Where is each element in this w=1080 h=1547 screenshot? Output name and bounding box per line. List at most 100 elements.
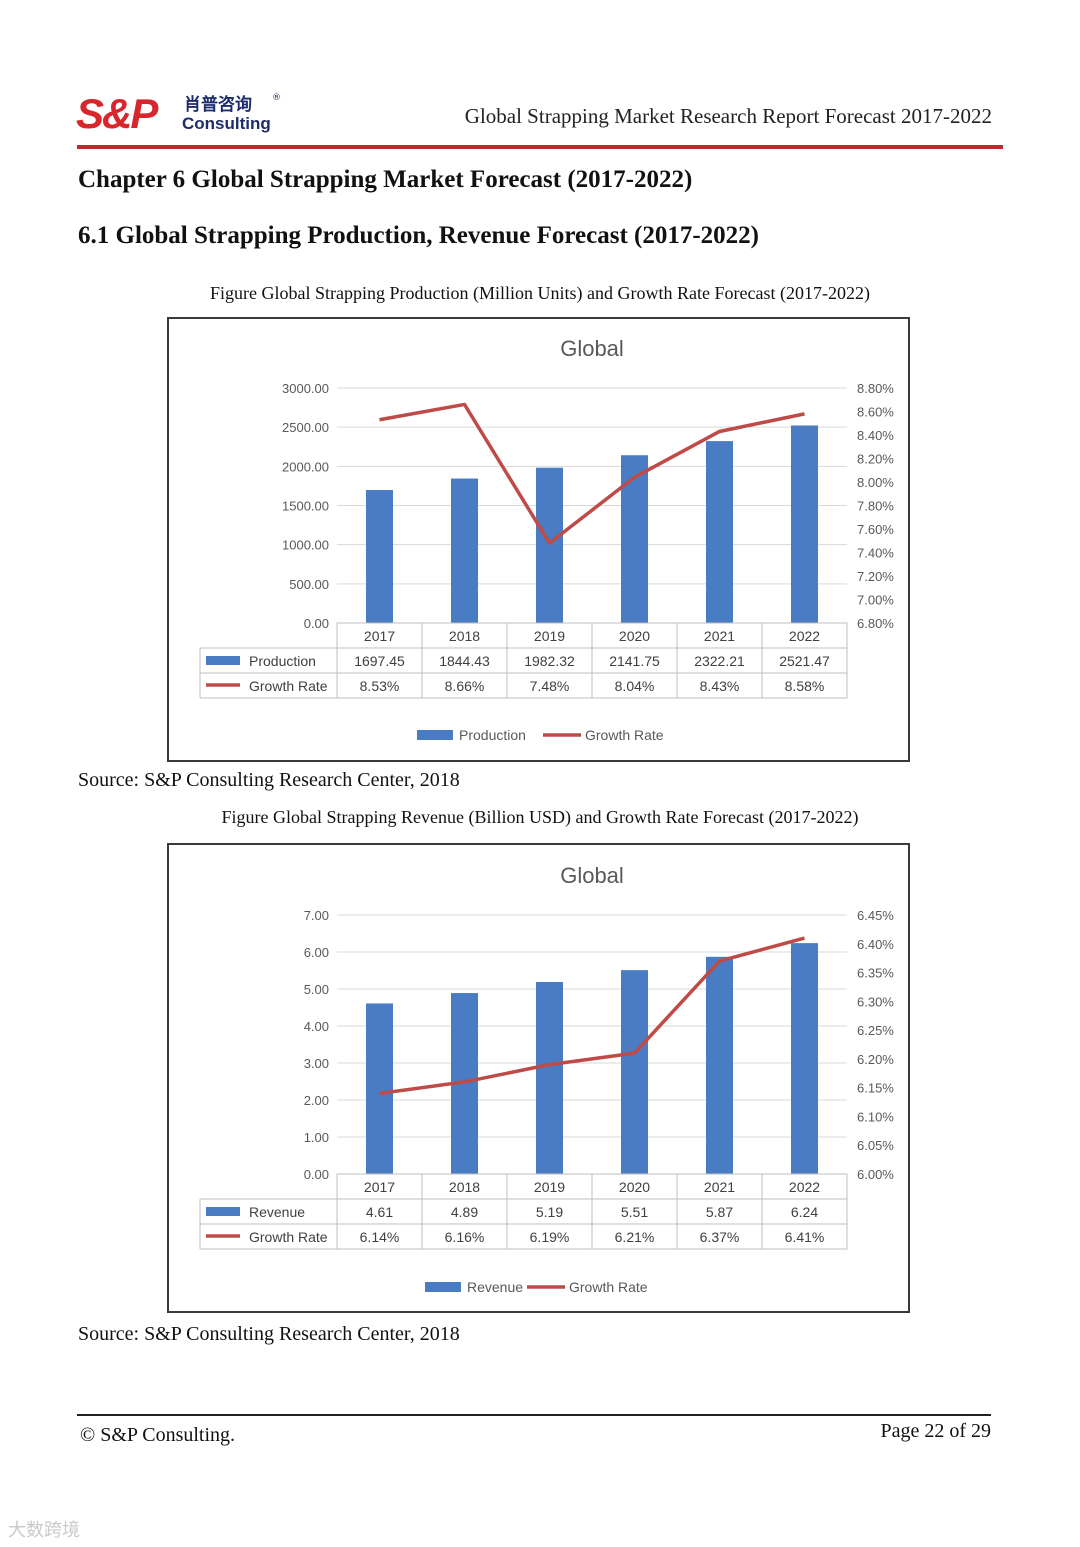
logo-sub-text: Consulting <box>182 114 271 133</box>
y-right-tick-label: 8.00% <box>857 475 894 490</box>
data-label: 2322.21 <box>694 653 745 669</box>
y-right-tick-label: 6.45% <box>857 908 894 923</box>
y-left-tick-label: 3.00 <box>304 1056 329 1071</box>
data-label: 8.66% <box>445 678 485 694</box>
table-series-name: Revenue <box>249 1204 305 1220</box>
x-tick-label: 2017 <box>364 628 395 644</box>
chart-production-svg: Global 0.00 500.00 1000.00 1500.00 2000.00 250… <box>199 336 894 743</box>
bar <box>536 981 563 1174</box>
y-right-tick-label: 6.40% <box>857 937 894 952</box>
y-right-tick-label: 6.80% <box>857 616 894 631</box>
legend-label: Growth Rate <box>569 1279 648 1295</box>
table-series-name: Production <box>249 653 316 669</box>
header-divider <box>77 145 1003 149</box>
table-series-name: Growth Rate <box>249 678 328 694</box>
y-right-tick-label: 8.60% <box>857 405 894 420</box>
bar <box>706 441 733 623</box>
y-right-tick-label: 7.60% <box>857 522 894 537</box>
growth-rate-line <box>379 936 805 1096</box>
y-left-tick-label: 2000.00 <box>282 459 329 474</box>
x-tick-label: 2022 <box>789 1179 820 1195</box>
data-label: 6.21% <box>615 1229 655 1245</box>
y-right-tick-label: 6.35% <box>857 966 894 981</box>
y-right-tick-label: 6.25% <box>857 1023 894 1038</box>
bar <box>791 943 818 1174</box>
y-left-tick-label: 7.00 <box>304 908 329 923</box>
y-right-tick-label: 7.80% <box>857 499 894 514</box>
chart-revenue-svg: Global 0.00 1.00 2.00 3.00 4.00 5.00 6.00 7.00 6.… <box>199 863 894 1295</box>
data-label: 1844.43 <box>439 653 490 669</box>
table-legend-key-bar <box>206 1207 240 1216</box>
legend-key-bar <box>425 1282 461 1292</box>
data-label: 8.53% <box>360 678 400 694</box>
y-left-tick-label: 1000.00 <box>282 538 329 553</box>
data-label: 8.58% <box>785 678 825 694</box>
data-label: 5.19 <box>536 1204 563 1220</box>
legend-label: Production <box>459 727 526 743</box>
data-label: 6.41% <box>785 1229 825 1245</box>
data-label: 8.43% <box>700 678 740 694</box>
y-right-tick-label: 8.40% <box>857 428 894 443</box>
y-left-tick-label: 5.00 <box>304 982 329 997</box>
y-left-tick-label: 500.00 <box>289 577 329 592</box>
company-logo: S&P 肖普咨询 ® Consulting <box>76 88 296 136</box>
x-tick-label: 2018 <box>449 1179 480 1195</box>
legend-label: Growth Rate <box>585 727 664 743</box>
data-label: 2141.75 <box>609 653 660 669</box>
figure-source-production: Source: S&P Consulting Research Center, … <box>78 769 460 791</box>
data-label: 8.04% <box>615 678 655 694</box>
y-right-tick-label: 8.80% <box>857 381 894 396</box>
data-label: 6.14% <box>360 1229 400 1245</box>
report-title: Global Strapping Market Research Report … <box>464 104 992 128</box>
logo-text: S&P <box>76 90 159 136</box>
table-legend-key-bar <box>206 656 240 665</box>
footer-divider <box>77 1414 991 1416</box>
bar <box>536 467 563 623</box>
x-tick-label: 2022 <box>789 628 820 644</box>
y-right-tick-label: 6.05% <box>857 1138 894 1153</box>
chart-revenue: Global 0.00 1.00 2.00 3.00 4.00 5.00 6.00 7.00 6.… <box>167 843 910 1313</box>
figure-caption-production: Figure Global Strapping Production (Mill… <box>210 283 870 303</box>
data-label: 1982.32 <box>524 653 575 669</box>
legend-label: Revenue <box>467 1279 523 1295</box>
y-left-tick-label: 0.00 <box>304 1167 329 1182</box>
x-tick-label: 2019 <box>534 628 565 644</box>
data-label: 4.61 <box>366 1204 393 1220</box>
watermark: 大数跨境 <box>8 1520 80 1541</box>
x-tick-label: 2021 <box>704 628 735 644</box>
y-left-tick-label: 0.00 <box>304 616 329 631</box>
data-label: 6.37% <box>700 1229 740 1245</box>
y-right-tick-label: 6.30% <box>857 994 894 1009</box>
data-label: 2521.47 <box>779 653 830 669</box>
bar <box>366 490 393 623</box>
y-right-tick-label: 6.00% <box>857 1167 894 1182</box>
x-tick-label: 2019 <box>534 1179 565 1195</box>
bar <box>791 425 818 623</box>
legend-key-bar <box>417 730 453 740</box>
bar <box>621 455 648 623</box>
y-left-tick-label: 1500.00 <box>282 499 329 514</box>
x-tick-label: 2021 <box>704 1179 735 1195</box>
figure-caption-revenue: Figure Global Strapping Revenue (Billion… <box>221 807 859 827</box>
data-label: 6.24 <box>791 1204 818 1220</box>
y-left-tick-label: 6.00 <box>304 945 329 960</box>
data-label: 6.16% <box>445 1229 485 1245</box>
y-left-tick-label: 3000.00 <box>282 381 329 396</box>
chart-title: Global <box>560 863 624 888</box>
data-label: 7.48% <box>530 678 570 694</box>
bar <box>451 478 478 623</box>
chapter-title: Chapter 6 Global Strapping Market Foreca… <box>78 166 693 193</box>
y-left-tick-label: 2.00 <box>304 1093 329 1108</box>
y-right-tick-label: 6.20% <box>857 1052 894 1067</box>
y-right-tick-label: 8.20% <box>857 452 894 467</box>
data-label: 1697.45 <box>354 653 405 669</box>
bar <box>706 956 733 1174</box>
x-tick-label: 2017 <box>364 1179 395 1195</box>
y-right-tick-label: 7.40% <box>857 546 894 561</box>
bar <box>621 970 648 1174</box>
figure-source-revenue: Source: S&P Consulting Research Center, … <box>78 1323 460 1345</box>
logo-cn-text: 肖普咨询 <box>184 94 252 115</box>
data-label: 5.51 <box>621 1204 648 1220</box>
x-tick-label: 2018 <box>449 628 480 644</box>
y-left-tick-label: 4.00 <box>304 1019 329 1034</box>
